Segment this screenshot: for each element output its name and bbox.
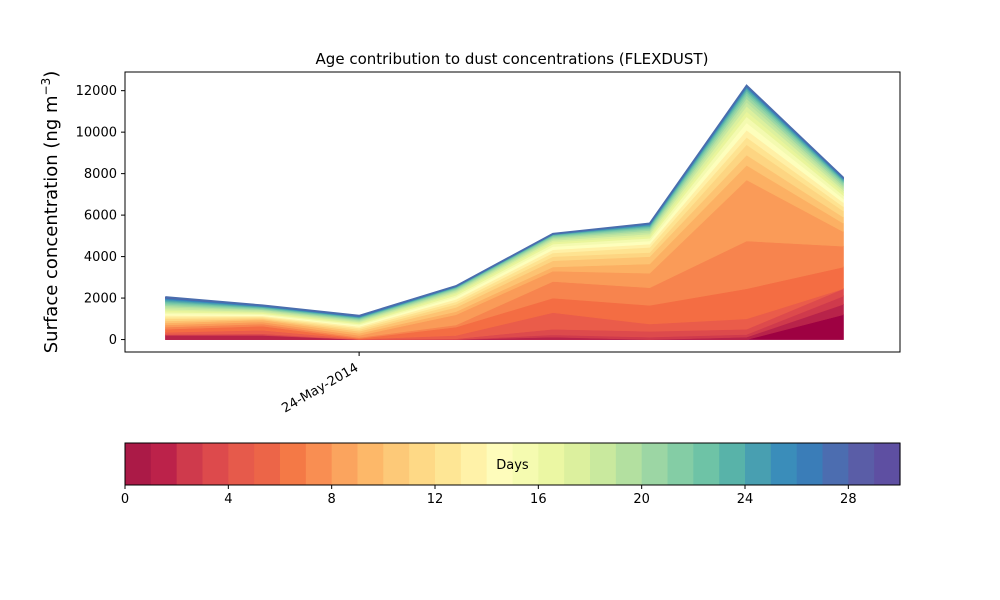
- total-outline: [165, 84, 845, 317]
- x-axis-ticks: 24-May-2014: [279, 352, 361, 416]
- colorbar: 0 4 8 12 16 20 24 28 Days: [121, 442, 901, 507]
- colorbar-segment: [176, 443, 204, 485]
- chart-title: Age contribution to dust concentrations …: [316, 50, 709, 68]
- y-tick-label: 4000: [84, 250, 117, 265]
- colorbar-segment: [770, 443, 798, 485]
- stacked-areas: [165, 85, 844, 340]
- colorbar-tick-label: 28: [840, 492, 857, 507]
- colorbar-segment: [125, 443, 152, 485]
- y-axis-label: Surface concentration (ng m−3): [39, 71, 62, 354]
- colorbar-segment: [202, 443, 229, 485]
- colorbar-segment: [150, 443, 178, 485]
- colorbar-segment: [796, 443, 824, 485]
- colorbar-segment: [693, 443, 720, 485]
- colorbar-segment: [305, 443, 333, 485]
- colorbar-segment: [667, 443, 694, 485]
- y-axis-label-main: Surface concentration (ng m: [41, 95, 62, 353]
- colorbar-segment: [848, 443, 875, 485]
- colorbar-segment: [590, 443, 617, 485]
- x-tick-label: 24-May-2014: [279, 360, 361, 416]
- colorbar-tick-label: 20: [633, 492, 650, 507]
- colorbar-segment: [512, 443, 539, 485]
- y-tick-label: 10000: [76, 126, 117, 141]
- y-tick-label: 0: [109, 333, 117, 348]
- colorbar-segment: [874, 443, 901, 485]
- colorbar-segment: [615, 443, 643, 485]
- y-tick-label: 6000: [84, 209, 117, 224]
- y-axis-label-close: ): [41, 71, 62, 78]
- total-line: [165, 84, 845, 317]
- colorbar-segment: [383, 443, 410, 485]
- colorbar-segment: [254, 443, 281, 485]
- colorbar-label: Days: [496, 458, 529, 473]
- colorbar-tick-label: 0: [121, 492, 129, 507]
- colorbar-segment: [564, 443, 591, 485]
- y-axis-label-text: Surface concentration (ng m−3): [39, 71, 62, 354]
- colorbar-segment: [331, 443, 359, 485]
- y-tick-label: 8000: [84, 167, 117, 182]
- plot-frame: [124, 71, 901, 353]
- colorbar-segment: [280, 443, 307, 485]
- colorbar-tick-label: 12: [427, 492, 444, 507]
- colorbar-tick-label: 16: [530, 492, 547, 507]
- y-tick-label: 2000: [84, 292, 117, 307]
- colorbar-segment: [228, 443, 255, 485]
- colorbar-segment: [460, 443, 488, 485]
- colorbar-segment: [745, 443, 772, 485]
- y-tick-label: 12000: [76, 84, 117, 99]
- colorbar-segment: [409, 443, 436, 485]
- colorbar-tick-label: 8: [328, 492, 336, 507]
- colorbar-tick-label: 24: [737, 492, 754, 507]
- colorbar-frame: [124, 442, 901, 486]
- colorbar-segment: [538, 443, 565, 485]
- colorbar-segment: [719, 443, 746, 485]
- y-axis-label-superscript: −3: [39, 78, 53, 96]
- colorbar-segment: [486, 443, 514, 485]
- colorbar-segment: [357, 443, 384, 485]
- colorbar-tick-label: 4: [224, 492, 232, 507]
- y-axis-ticks: 0 2000 4000 6000 8000 10000 12000: [76, 84, 125, 348]
- colorbar-segment: [822, 443, 849, 485]
- colorbar-segment: [641, 443, 669, 485]
- colorbar-segment: [435, 443, 462, 485]
